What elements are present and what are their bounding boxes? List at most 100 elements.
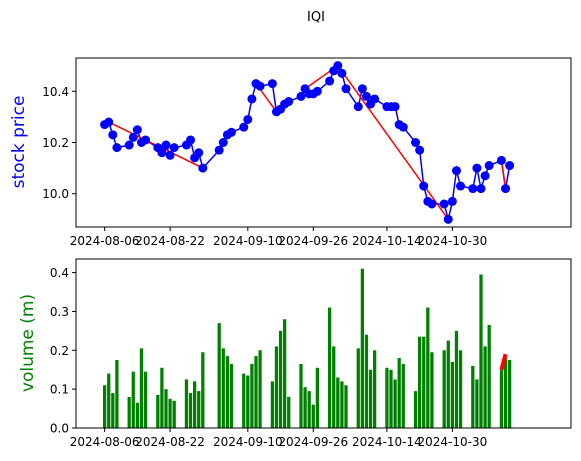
volume-bar: [340, 381, 344, 428]
price-x-tick-label: 2024-10-30: [417, 234, 487, 248]
volume-bar: [508, 360, 512, 428]
price-point: [370, 94, 380, 104]
price-point: [447, 196, 457, 206]
volume-bar: [328, 307, 332, 428]
volume-y-tick-label: 0.1: [50, 383, 69, 397]
volume-bar: [315, 367, 319, 428]
price-point: [247, 94, 257, 104]
volume-y-tick-label: 0.4: [50, 266, 69, 280]
volume-bar: [229, 363, 234, 428]
volume-bar: [193, 381, 197, 428]
price-x-tick-label: 2024-08-22: [135, 234, 205, 248]
price-point: [333, 61, 343, 71]
volume-bar: [344, 385, 348, 428]
volume-bar: [201, 352, 205, 428]
volume-bar: [430, 352, 434, 428]
volume-bar: [373, 350, 377, 428]
volume-bar: [103, 385, 107, 428]
volume-bar: [471, 365, 475, 428]
price-point: [325, 76, 335, 86]
volume-bar: [111, 393, 115, 428]
volume-bar: [393, 379, 397, 428]
volume-bar: [401, 363, 405, 428]
volume-x-tick-label: 2024-09-26: [278, 435, 348, 449]
price-point: [128, 132, 138, 142]
volume-bar: [446, 340, 450, 428]
volume-bar: [156, 394, 160, 428]
volume-bar: [499, 369, 504, 428]
price-point: [157, 148, 167, 158]
price-point: [267, 79, 277, 89]
price-point: [468, 184, 478, 194]
volume-bar: [135, 402, 139, 428]
volume-y-tick-label: 0.0: [50, 422, 69, 436]
volume-bar: [307, 391, 311, 428]
price-point: [198, 163, 208, 173]
volume-bar: [131, 371, 135, 428]
price-point: [284, 97, 294, 107]
volume-bar: [503, 358, 508, 428]
volume-bar: [188, 393, 193, 428]
price-point: [169, 143, 179, 153]
volume-bar: [360, 268, 364, 428]
volume-bar: [127, 396, 131, 428]
volume-bar: [336, 377, 340, 428]
volume-bar: [258, 350, 262, 428]
price-point: [390, 102, 400, 112]
price-point: [361, 91, 371, 101]
volume-bar: [184, 379, 189, 428]
volume-bar: [107, 373, 111, 428]
price-point: [484, 161, 494, 171]
volume-bar: [274, 346, 279, 428]
volume-bar: [413, 391, 418, 428]
volume-y-tick-label: 0.2: [50, 344, 69, 358]
price-x-tick-label: 2024-08-06: [70, 234, 140, 248]
price-point: [501, 184, 511, 194]
price-point: [194, 148, 204, 158]
price-point: [165, 150, 175, 160]
price-point: [357, 84, 367, 94]
price-point: [218, 138, 228, 147]
volume-bar: [164, 389, 168, 428]
price-point: [226, 127, 236, 137]
volume-trend-line: [499, 353, 508, 371]
volume-x-tick-label: 2024-08-22: [135, 435, 205, 449]
chart-title: IQI: [307, 10, 325, 25]
volume-bar: [168, 398, 172, 428]
price-point: [296, 91, 306, 101]
volume-bar: [283, 319, 287, 428]
price-point: [411, 138, 421, 147]
price-point: [451, 166, 461, 176]
price-point: [255, 81, 265, 91]
price-point: [427, 199, 437, 209]
volume-bar: [487, 325, 491, 428]
price-point: [214, 145, 224, 155]
volume-y-ticks: 0.0 0.1 0.2 0.3 0.4: [50, 266, 76, 436]
volume-x-tick-label: 2024-10-30: [417, 435, 487, 449]
volume-bar: [225, 356, 229, 428]
volume-bar: [299, 363, 303, 428]
price-x-tick-label: 2024-10-14: [352, 234, 422, 248]
price-y-tick-label: 10.0: [42, 187, 69, 201]
volume-bar: [389, 369, 393, 428]
volume-x-tick-label: 2024-08-06: [70, 435, 140, 449]
price-marks: [100, 61, 515, 224]
volume-bar: [250, 363, 254, 428]
volume-bar: [454, 330, 459, 428]
price-point: [505, 161, 515, 171]
volume-bar: [221, 348, 225, 428]
price-point: [186, 135, 196, 145]
price-point: [312, 86, 322, 96]
volume-bar: [242, 373, 246, 428]
volume-bar: [479, 274, 483, 428]
volume-bar: [278, 330, 283, 428]
volume-marks: [103, 268, 512, 428]
volume-bar: [287, 396, 291, 428]
price-point: [132, 125, 142, 135]
price-x-tick-label: 2024-09-10: [213, 234, 283, 248]
volume-bar: [303, 387, 307, 428]
price-y-axis-label: stock price: [9, 96, 29, 189]
volume-bar: [475, 379, 479, 428]
